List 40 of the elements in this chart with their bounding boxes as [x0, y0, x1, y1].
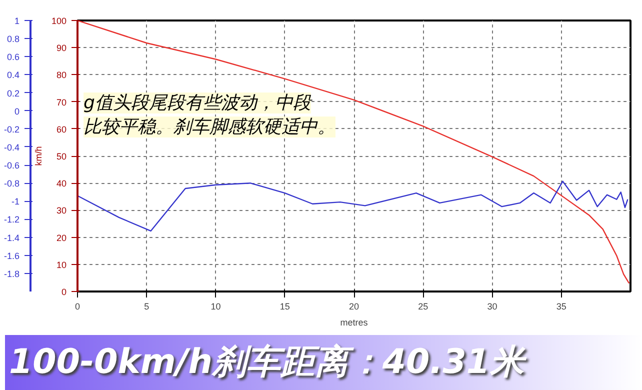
y-tick-label: 40: [56, 178, 67, 189]
y-tick-label: 60: [56, 124, 67, 134]
y2-tick-label: 1: [14, 16, 20, 26]
line-series: [78, 20, 630, 284]
y-tick-label: 80: [56, 70, 67, 80]
annotation: 比较平稳。刹车脚感软硬适中。: [84, 116, 336, 138]
y2-tick-label: -0.4: [4, 142, 20, 152]
y2-tick-label: -1.4: [4, 232, 20, 243]
y2-tick-label: 0: [14, 106, 20, 116]
y2-tick-label: 0.6: [6, 52, 20, 62]
y-tick-label: 50: [56, 152, 67, 162]
y2-tick-label: 0.2: [6, 88, 20, 98]
y-tick-label: 70: [56, 97, 67, 108]
x-axis-title: metres: [340, 318, 368, 328]
x-tick-label: 20: [348, 302, 360, 312]
y2-tick-label: 0.8: [6, 34, 20, 44]
x-tick-label: 35: [556, 302, 566, 312]
x-tick-label: 0: [74, 302, 80, 312]
annotation: g值头段尾段有些波动，中段: [84, 92, 313, 114]
x-tick-label: 30: [487, 302, 498, 312]
y2-tick-label: 0.4: [6, 70, 20, 80]
line-series: [78, 180, 628, 232]
y-tick-label: 30: [56, 206, 67, 216]
y-tick-label: 20: [56, 232, 67, 243]
y2-tick-label: -1.2: [4, 214, 20, 225]
x-tick-label: 15: [280, 302, 290, 312]
y2-tick-label: -0.6: [4, 160, 20, 171]
y-axis-title: km/h: [33, 146, 44, 166]
y2-tick-label: -0.2: [4, 124, 20, 134]
y2-tick-label: -1.8: [4, 268, 20, 279]
x-tick-label: 10: [210, 302, 221, 312]
y-tick-label: 0: [61, 287, 67, 297]
y-tick-label: 90: [56, 43, 67, 54]
y2-tick-label: -1: [12, 196, 20, 207]
y-tick-label: 10: [56, 260, 67, 270]
y2-tick-label: -0.8: [4, 178, 20, 189]
y-tick-label: 100: [51, 16, 67, 26]
x-tick-label: 5: [144, 302, 150, 312]
x-tick-label: 25: [418, 302, 428, 312]
y2-tick-label: -1.6: [4, 250, 20, 261]
